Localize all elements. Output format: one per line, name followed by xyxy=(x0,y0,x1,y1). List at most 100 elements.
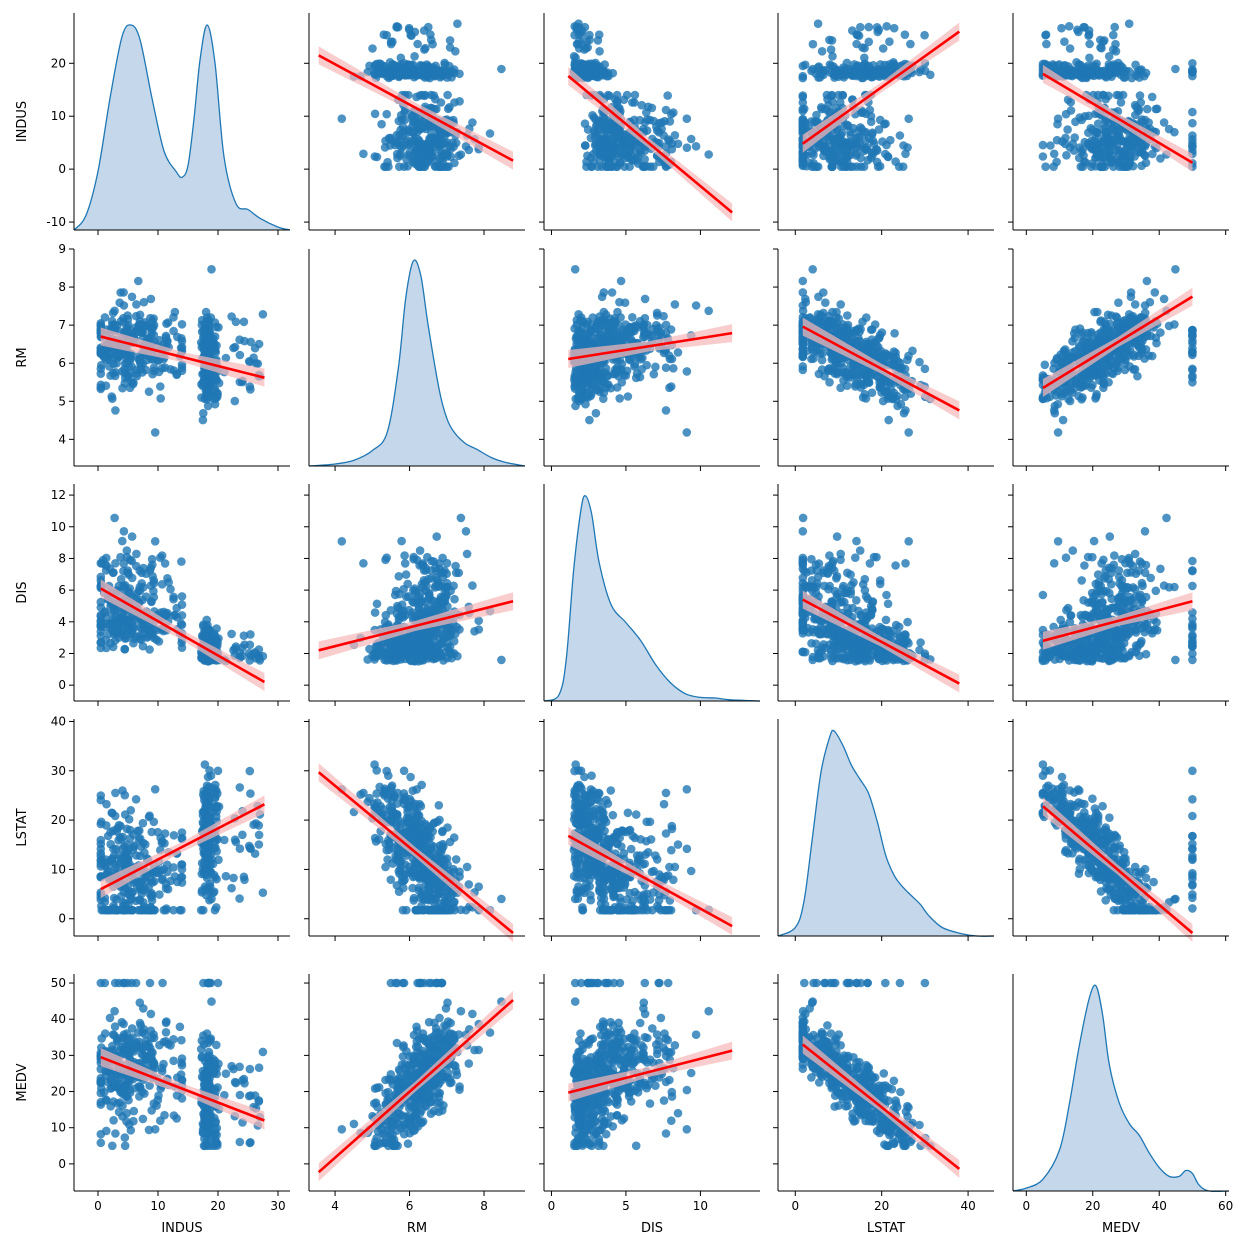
scatter-point xyxy=(1080,23,1089,32)
scatter-point xyxy=(157,551,167,560)
scatter-point xyxy=(399,162,409,171)
scatter-point xyxy=(98,351,108,360)
scatter-point xyxy=(1124,19,1134,29)
scatter-point xyxy=(834,353,843,363)
scatter-point xyxy=(1038,394,1048,404)
scatter-point xyxy=(1053,119,1062,129)
scatter-point xyxy=(474,625,484,634)
scatter-point xyxy=(855,336,865,346)
scatter-point xyxy=(867,388,877,398)
scatter-point xyxy=(1082,342,1091,352)
scatter-point xyxy=(1085,39,1094,49)
scatter-point xyxy=(665,383,674,393)
scatter-point xyxy=(798,91,808,100)
scatter-point xyxy=(920,364,930,374)
scatter-point xyxy=(443,104,453,114)
scatter-point xyxy=(410,113,420,122)
scatter-point xyxy=(608,137,617,146)
regression-line xyxy=(567,74,733,214)
scatter-point xyxy=(1099,383,1108,393)
scatter-point xyxy=(825,60,835,69)
scatter-point xyxy=(836,300,845,309)
scatter-point xyxy=(381,162,391,171)
scatter-point xyxy=(885,37,894,46)
scatter-point xyxy=(640,118,650,127)
scatter-point xyxy=(177,643,187,652)
scatter-point xyxy=(673,139,683,149)
scatter-point xyxy=(669,108,678,117)
scatter-point xyxy=(394,116,404,126)
scatter-point xyxy=(118,536,127,546)
scatter-point xyxy=(1103,310,1113,320)
scatter-point xyxy=(1134,147,1143,157)
scatter-point xyxy=(156,394,165,403)
scatter-point xyxy=(682,143,692,152)
scatter-point xyxy=(119,527,129,536)
scatter-point xyxy=(828,52,837,61)
scatter-point xyxy=(1135,91,1145,100)
scatter-point xyxy=(1109,30,1118,40)
scatter-point xyxy=(124,570,133,579)
scatter-point xyxy=(616,276,626,286)
scatter-point xyxy=(591,408,601,418)
scatter-point xyxy=(836,383,845,393)
scatter-point xyxy=(585,415,594,425)
scatter-point xyxy=(1104,52,1114,61)
scatter-point xyxy=(1129,365,1138,374)
scatter-point xyxy=(393,62,402,71)
scatter-point xyxy=(594,62,603,71)
points-rm-vs-lstat xyxy=(798,265,935,437)
scatter-point xyxy=(370,608,380,617)
scatter-point xyxy=(410,52,419,61)
scatter-point xyxy=(127,292,137,302)
scatter-point xyxy=(809,354,818,363)
scatter-point xyxy=(599,135,609,144)
scatter-point xyxy=(1049,149,1059,159)
scatter-point xyxy=(138,368,147,377)
scatter-point xyxy=(661,406,671,415)
scatter-point xyxy=(1188,66,1197,76)
scatter-point xyxy=(1188,371,1197,381)
scatter-point xyxy=(1053,399,1063,409)
scatter-point xyxy=(1052,157,1061,167)
scatter-point xyxy=(150,537,160,546)
scatter-point xyxy=(640,294,650,304)
scatter-point xyxy=(632,148,641,157)
scatter-point xyxy=(904,351,913,361)
scatter-point xyxy=(146,581,156,590)
scatter-point xyxy=(409,72,419,82)
scatter-point xyxy=(450,158,459,168)
y-tick-label: 0 xyxy=(58,162,66,176)
scatter-point xyxy=(798,104,808,114)
scatter-point xyxy=(1188,344,1197,353)
scatter-point xyxy=(246,385,255,394)
scatter-point xyxy=(164,578,173,587)
panel-dis-vs-rm xyxy=(304,484,525,706)
scatter-point xyxy=(114,581,124,591)
scatter-point xyxy=(821,298,830,308)
scatter-point xyxy=(379,30,389,39)
scatter-point xyxy=(704,150,713,159)
scatter-point xyxy=(1171,64,1180,74)
scatter-point xyxy=(874,125,884,134)
scatter-point xyxy=(125,355,135,365)
scatter-point xyxy=(865,105,875,115)
scatter-point xyxy=(425,150,435,160)
scatter-point xyxy=(1171,265,1180,274)
scatter-point xyxy=(412,147,422,157)
scatter-point xyxy=(169,313,178,322)
scatter-point xyxy=(599,333,609,343)
y-tick-label: 4 xyxy=(58,615,66,629)
scatter-point xyxy=(405,25,414,35)
scatter-point xyxy=(109,568,118,577)
scatter-point xyxy=(408,136,417,145)
scatter-point xyxy=(438,129,447,139)
scatter-point xyxy=(623,392,633,401)
scatter-point xyxy=(838,90,847,100)
scatter-point xyxy=(235,335,244,345)
scatter-point xyxy=(127,625,136,634)
scatter-point xyxy=(640,146,650,155)
scatter-point xyxy=(450,594,459,604)
